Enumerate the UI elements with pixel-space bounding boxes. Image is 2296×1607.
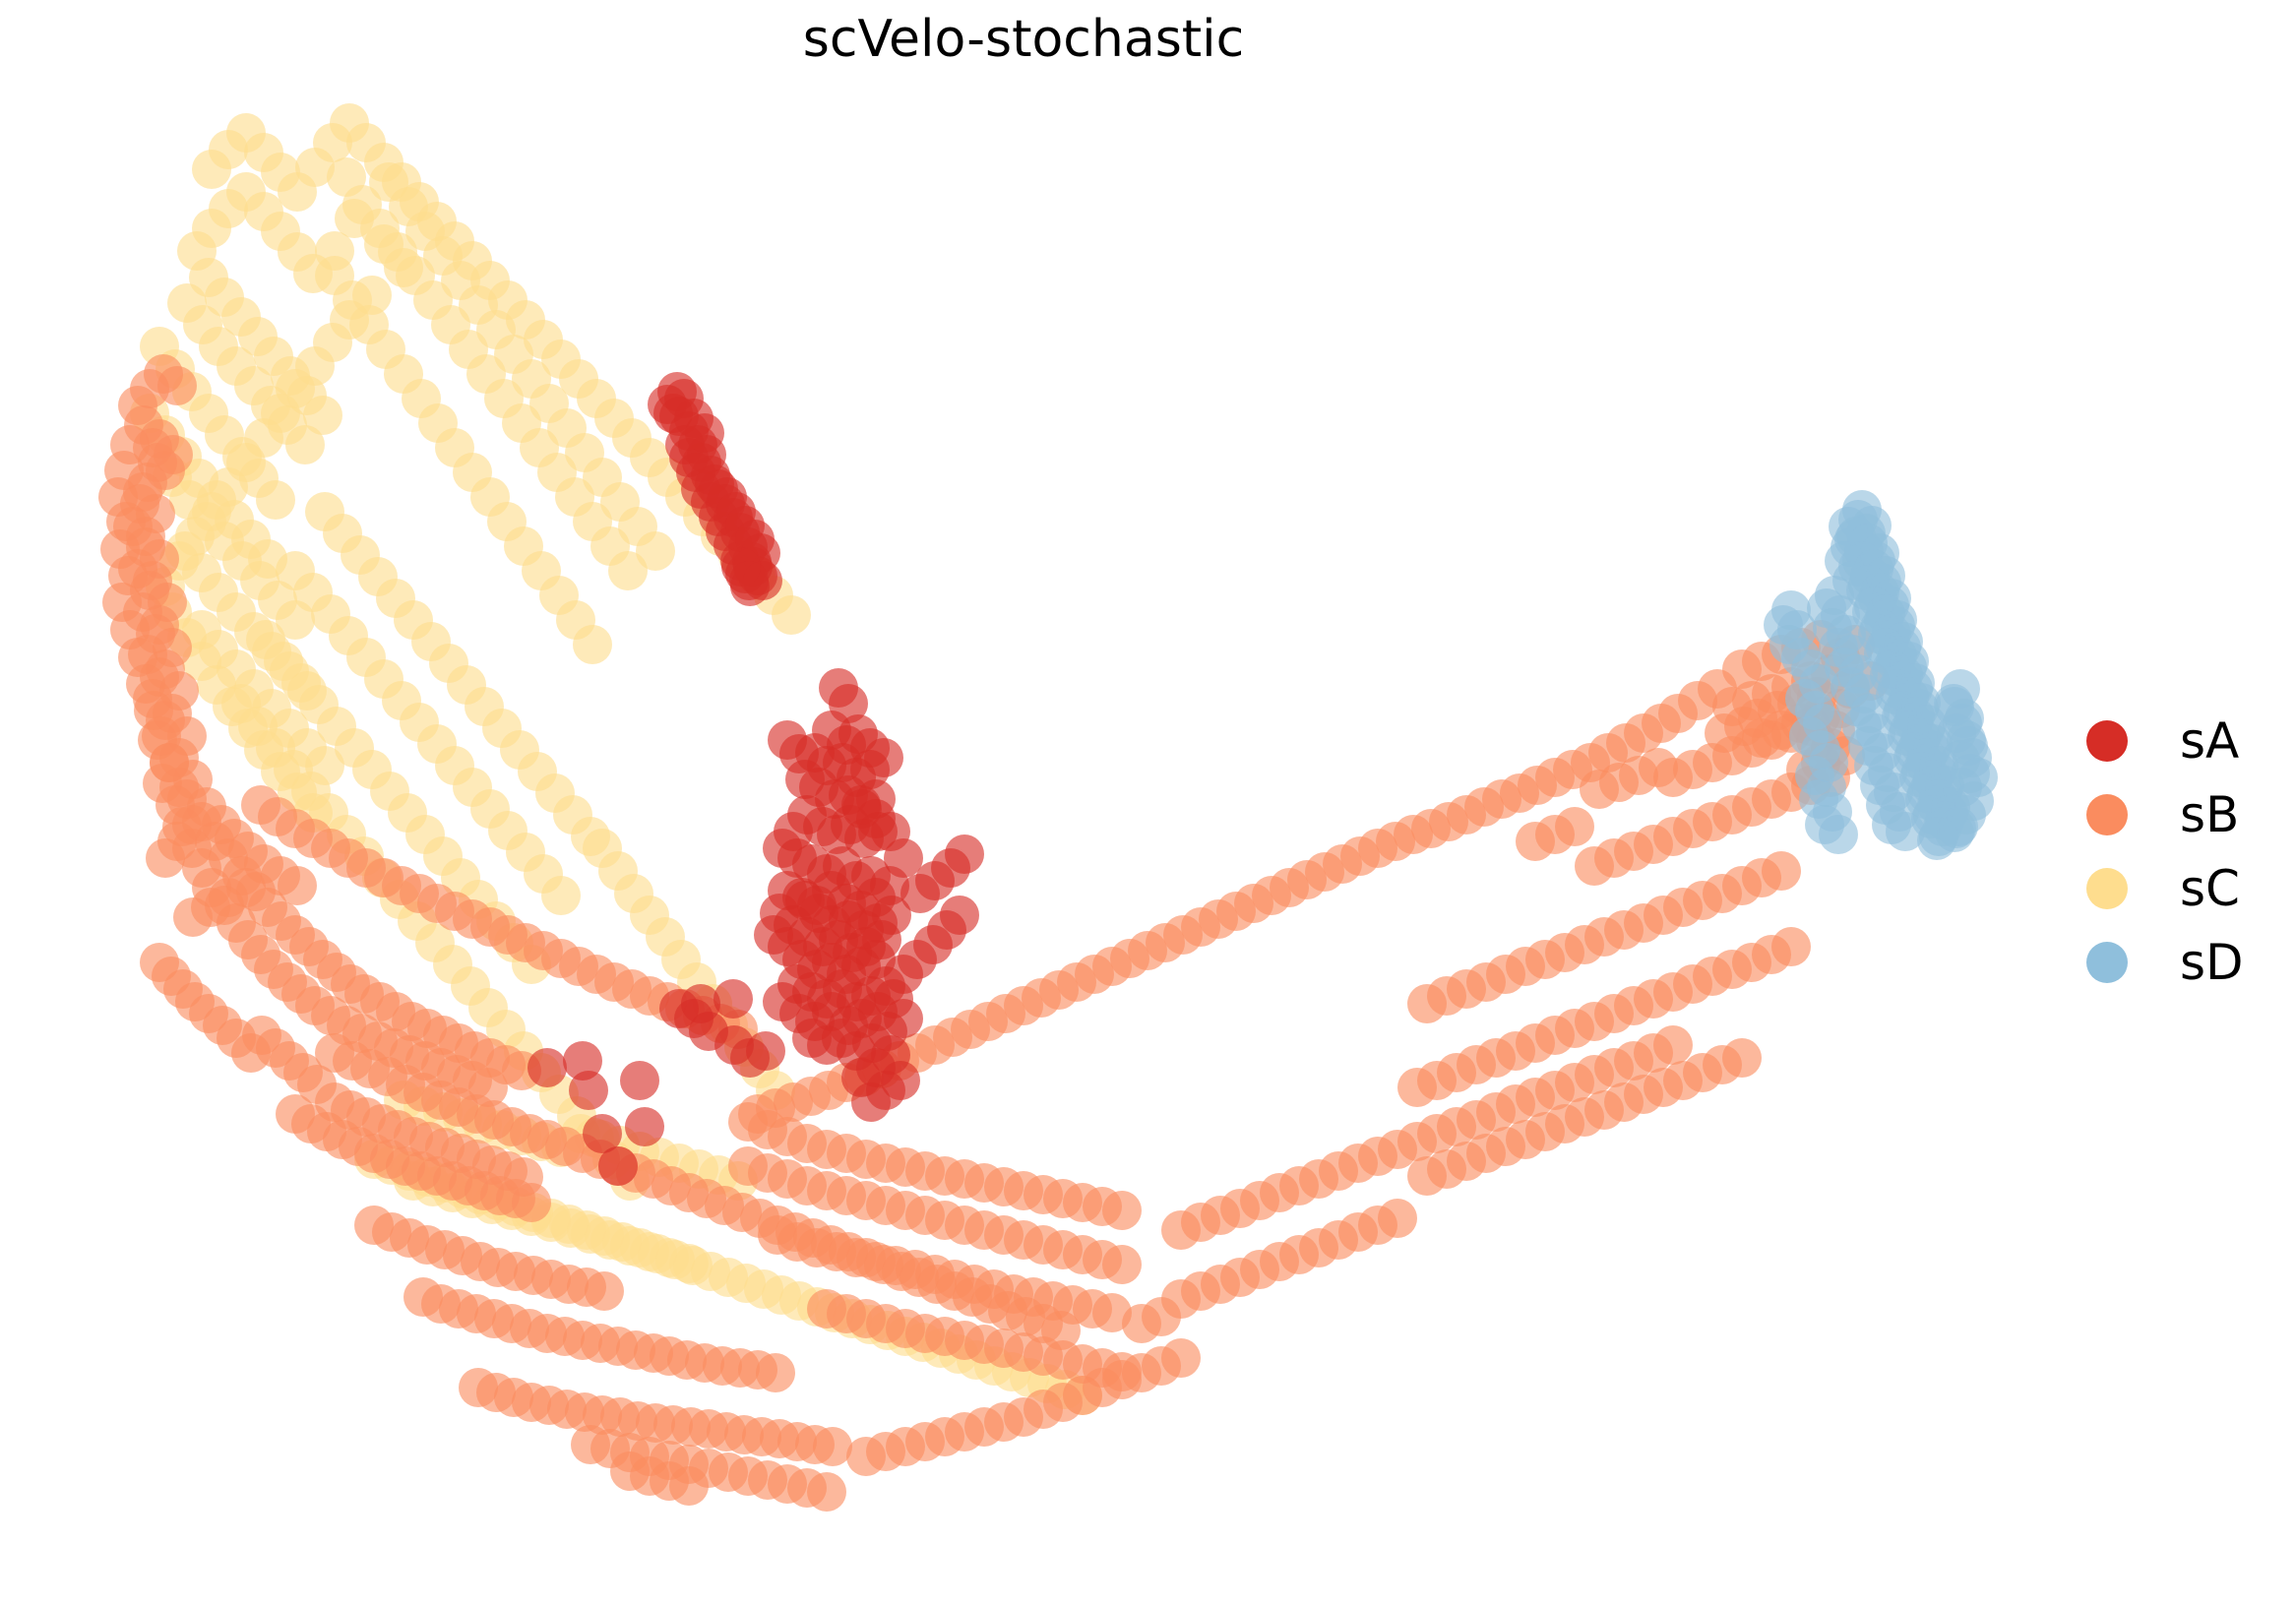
series-sA bbox=[527, 372, 984, 1186]
legend-item-sD[interactable]: sD bbox=[2057, 925, 2296, 999]
legend-label-sA: sA bbox=[2180, 711, 2240, 770]
series-sB bbox=[98, 354, 1890, 1512]
points-layer bbox=[98, 103, 1998, 1512]
legend-swatch-sD bbox=[2086, 941, 2128, 983]
legend-label-sD: sD bbox=[2180, 933, 2244, 991]
legend-swatch-sC bbox=[2086, 867, 2128, 909]
legend-label-sC: sC bbox=[2180, 859, 2240, 917]
legend-item-sC[interactable]: sC bbox=[2057, 851, 2296, 925]
scatter-canvas bbox=[98, 103, 1998, 1512]
series-sC bbox=[130, 103, 1102, 1415]
legend-item-sB[interactable]: sB bbox=[2057, 777, 2296, 851]
legend: sA sB sC sD bbox=[2057, 704, 2296, 1009]
legend-label-sB: sB bbox=[2180, 785, 2240, 843]
series-sD bbox=[1764, 490, 1998, 860]
legend-item-sA[interactable]: sA bbox=[2057, 704, 2296, 777]
page-title: scVelo-stochastic bbox=[802, 10, 1245, 69]
legend-swatch-sA bbox=[2086, 719, 2128, 762]
legend-swatch-sB bbox=[2086, 793, 2128, 835]
